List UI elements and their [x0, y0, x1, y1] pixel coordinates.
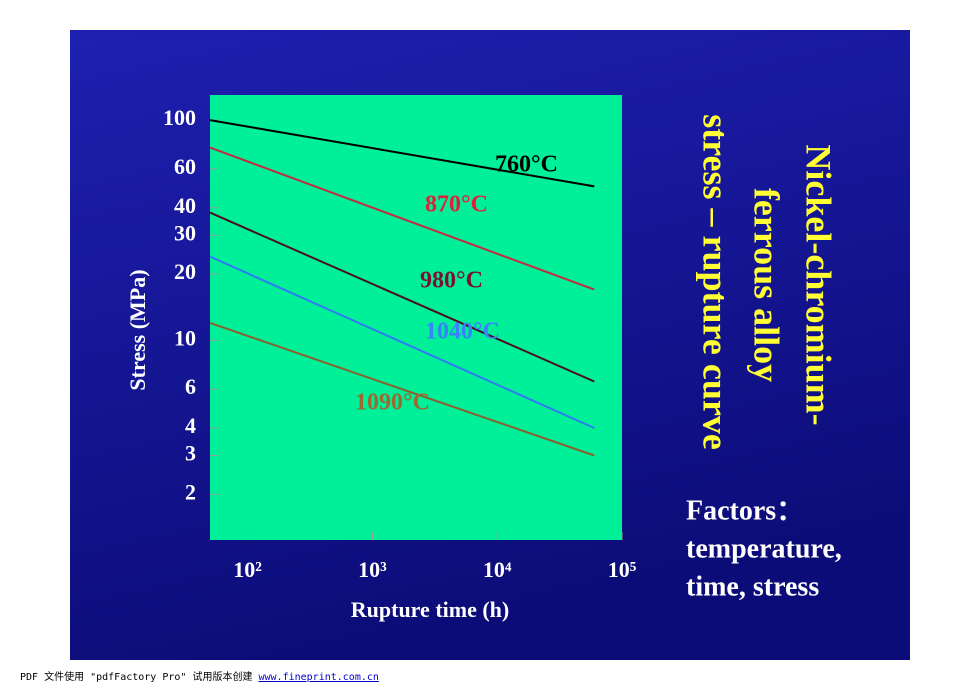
note-line: time, stress [686, 571, 819, 602]
series-line [209, 146, 595, 291]
series-label: 980°C [420, 268, 483, 294]
y-tick-label: 4 [185, 413, 196, 438]
y-tick-label: 2 [185, 479, 196, 504]
y-axis-label: Stress (MPa) [125, 269, 150, 390]
note-line: Factors： [686, 495, 804, 526]
y-tick-label: 20 [174, 259, 196, 284]
series-label: 1090°C [355, 390, 430, 416]
x-tick-label: 10⁵ [608, 557, 637, 582]
series-line [209, 255, 595, 429]
title-line: ferrous alloy [747, 188, 787, 382]
y-tick-label: 30 [174, 220, 196, 245]
series-label: 870°C [425, 192, 488, 218]
series-line [209, 321, 595, 457]
footer-text: PDF 文件使用 "pdfFactory Pro" 试用版本创建 [20, 672, 259, 683]
y-tick-label: 60 [174, 154, 196, 179]
series-label: 760°C [495, 152, 558, 178]
y-tick-label: 3 [185, 441, 196, 466]
y-tick-label: 6 [185, 374, 196, 399]
y-tick-label: 40 [174, 193, 196, 218]
title-line: Nickel-chromium- [799, 144, 839, 425]
x-tick-label: 10³ [358, 557, 387, 582]
series-line [209, 211, 595, 383]
x-tick-label: 10² [233, 557, 262, 582]
x-axis-label: Rupture time (h) [351, 597, 509, 622]
series-line [209, 119, 595, 188]
y-tick-label: 100 [163, 105, 196, 130]
footer-link[interactable]: www.fineprint.com.cn [258, 672, 379, 683]
note-line: temperature, [686, 533, 842, 564]
title-line: stress – rupture curve [696, 114, 736, 450]
plot-area [210, 95, 622, 540]
series-label: 1040°C [425, 319, 500, 345]
y-tick-label: 10 [174, 325, 196, 350]
footer: PDF 文件使用 "pdfFactory Pro" 试用版本创建 www.fin… [20, 668, 379, 683]
x-tick-label: 10⁴ [483, 557, 512, 582]
